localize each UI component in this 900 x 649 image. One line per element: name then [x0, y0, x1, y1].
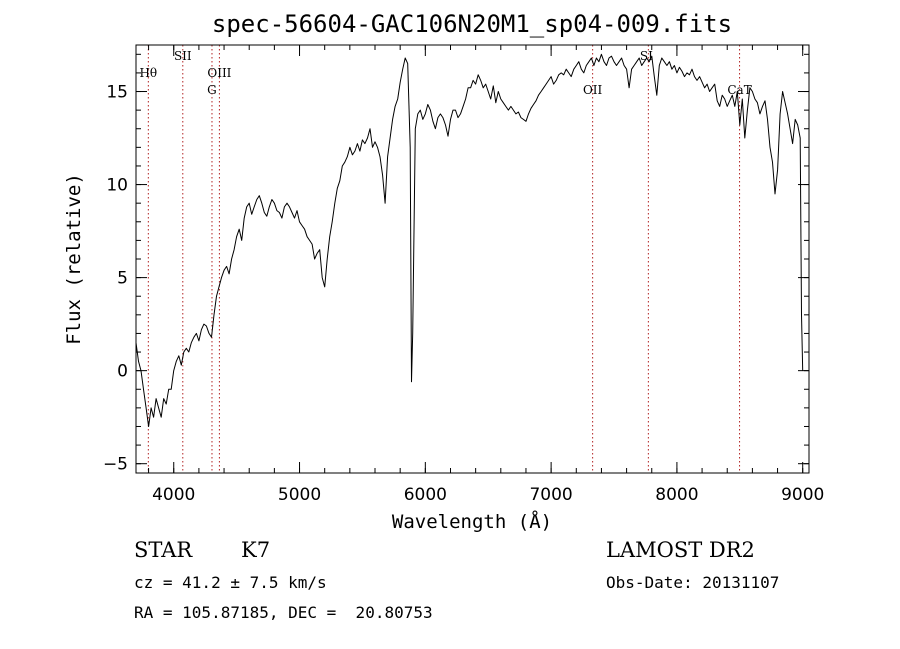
spectral-label-4: OII	[583, 83, 603, 97]
spectral-label-0: Hθ	[139, 66, 157, 80]
coordinates-readout: RA = 105.87185, DEC = 20.80753	[134, 603, 433, 622]
x-axis-label: Wavelength (Å)	[392, 510, 552, 533]
spectral-label-3: OIII	[207, 66, 231, 80]
y-tick-label: −5	[103, 455, 128, 475]
object-class: STAR	[134, 538, 193, 562]
x-tick-label: 7000	[529, 485, 572, 505]
x-tick-label: 6000	[404, 485, 447, 505]
chart-title: spec-56604-GAC106N20M1_sp04-009.fits	[212, 10, 732, 38]
x-tick-label: 5000	[278, 485, 321, 505]
observation-date: Obs-Date: 20131107	[606, 573, 780, 592]
spectrum-series	[135, 53, 804, 427]
spectral-line-markers	[147, 45, 741, 473]
axis-ticks: 4000 5000 6000 7000 8000 9000 −5 0 5 10 15	[103, 45, 824, 505]
y-tick-label: 0	[117, 362, 128, 382]
x-tick-label: 4000	[152, 485, 195, 505]
survey-name: LAMOST DR2	[606, 538, 755, 562]
spectral-label-2: G	[207, 83, 217, 97]
x-tick-label: 8000	[655, 485, 698, 505]
plot-frame	[135, 44, 810, 474]
spectral-label-5: SI	[640, 49, 653, 63]
x-tick-label: 9000	[781, 485, 824, 505]
object-subclass: K7	[241, 538, 271, 562]
spectrum-line	[135, 53, 804, 427]
redshift-readout: cz = 41.2 ± 7.5 km/s	[134, 573, 327, 592]
spectral-line-labels: Hθ SII G OIII OII SI CaT	[139, 49, 751, 97]
y-tick-label: 5	[117, 269, 128, 289]
spectral-label-6: CaT	[727, 83, 751, 97]
y-tick-label: 15	[106, 83, 128, 103]
y-axis-label: Flux (relative)	[63, 173, 85, 345]
y-tick-label: 10	[106, 176, 128, 196]
spectral-label-1: SII	[174, 49, 192, 63]
